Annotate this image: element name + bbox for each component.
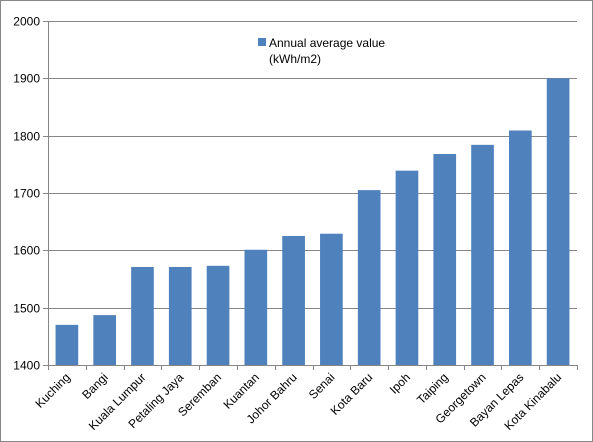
y-tick-label: 2000: [13, 15, 40, 29]
legend-label-line-1: Annual average value: [269, 36, 385, 50]
bar: [168, 266, 192, 365]
bar: [55, 324, 79, 365]
y-tick-label: 1800: [13, 130, 40, 144]
y-tick-label: 1500: [13, 302, 40, 316]
bar: [546, 78, 570, 365]
x-tick-label: Taiping: [414, 370, 451, 407]
x-tick-label: Bangi: [79, 370, 111, 402]
bar: [508, 130, 532, 365]
y-tick-label: 1600: [13, 244, 40, 258]
x-tick-label: Senai: [306, 370, 338, 402]
bar: [433, 154, 457, 365]
bar: [395, 170, 419, 365]
legend: Annual average value (kWh/m2): [258, 36, 385, 66]
bar: [93, 315, 117, 365]
axes: [48, 21, 577, 366]
bars: [55, 78, 570, 365]
bar: [244, 249, 268, 365]
x-tick-label: Kota Baru: [328, 370, 376, 418]
bar: [471, 144, 494, 365]
bar: [320, 233, 343, 365]
bar: [206, 265, 230, 365]
legend-swatch: [258, 38, 266, 46]
y-tick-label: 1700: [13, 187, 40, 201]
bar: [282, 236, 305, 365]
bar: [131, 266, 154, 365]
x-tick-label: Kuching: [32, 370, 73, 411]
y-tick-label: 1900: [13, 72, 40, 86]
bar: [357, 190, 381, 365]
y-axis-ticks: 1400 1500 1600 1700 1800 1900 2000: [13, 15, 48, 373]
legend-label-line-2: (kWh/m2): [269, 52, 321, 66]
x-tick-label: Ipoh: [387, 370, 413, 396]
y-tick-label: 1400: [13, 359, 40, 373]
